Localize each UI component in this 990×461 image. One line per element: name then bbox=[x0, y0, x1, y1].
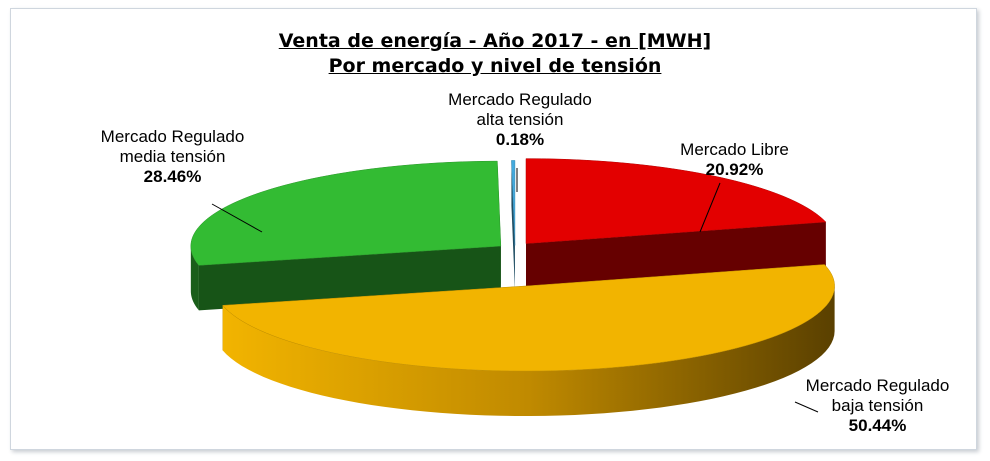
slice-side bbox=[190, 246, 199, 311]
pie-slice bbox=[511, 160, 516, 246]
category-label: Mercado Regulado alta tensión bbox=[448, 90, 592, 129]
slice-wall bbox=[511, 160, 515, 291]
pie-slice bbox=[190, 160, 502, 266]
value-label: 50.44% bbox=[848, 416, 907, 435]
value-label: 28.46% bbox=[143, 167, 202, 186]
pie-slice bbox=[222, 264, 835, 372]
category-label: Mercado Regulado media tensión bbox=[100, 127, 245, 166]
chart-subtitle: Por mercado y nivel de tensión bbox=[328, 55, 662, 77]
chart-title: Venta de energía - Año 2017 - en [MWH] bbox=[278, 30, 712, 52]
chart-frame bbox=[10, 8, 977, 450]
slice-side bbox=[222, 286, 835, 417]
data-label: Mercado Regulado baja tensión 50.44% bbox=[795, 376, 960, 436]
leader-line bbox=[211, 203, 263, 233]
category-label: Mercado Libre bbox=[680, 140, 789, 159]
leader-line bbox=[794, 401, 819, 413]
data-label: Mercado Libre 20.92% bbox=[652, 140, 817, 180]
leader-line bbox=[699, 182, 721, 233]
value-label: 20.92% bbox=[705, 160, 764, 179]
pie-slice bbox=[525, 158, 827, 244]
data-label: Mercado Regulado media tensión 28.46% bbox=[85, 127, 260, 187]
value-label: 0.18% bbox=[495, 130, 545, 149]
data-label: Mercado Regulado alta tensión 0.18% bbox=[440, 90, 600, 150]
category-label: Mercado Regulado baja tensión bbox=[805, 376, 950, 415]
